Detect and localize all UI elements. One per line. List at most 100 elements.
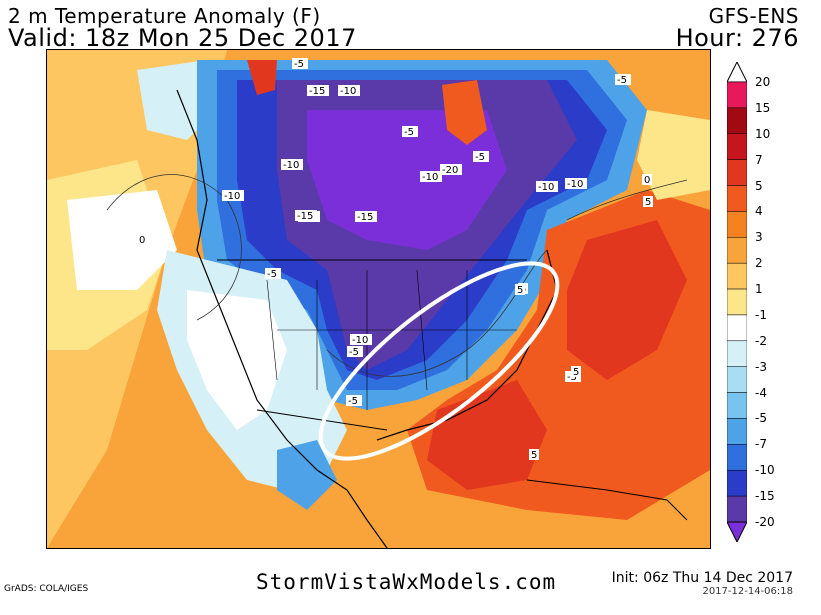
legend-label: -3 [755, 359, 767, 374]
svg-text:-15: -15 [297, 211, 313, 222]
legend-cell [727, 107, 747, 135]
gulf-red [427, 380, 547, 490]
svg-text:-10: -10 [224, 191, 240, 202]
svg-text:-5: -5 [475, 152, 485, 163]
legend-label: -20 [755, 515, 775, 529]
svg-text:-10: -10 [538, 182, 554, 193]
legend-cell [727, 185, 747, 212]
contour-label: -10 [222, 190, 244, 202]
svg-text:-5: -5 [349, 347, 359, 358]
legend-cell [727, 314, 747, 342]
legend-label: -5 [755, 411, 767, 426]
svg-text:-15: -15 [309, 86, 325, 97]
contour-label: -15 [307, 85, 329, 97]
model-name: GFS-ENS [708, 4, 799, 28]
svg-text:-10: -10 [340, 86, 356, 97]
contour-label: 0 [137, 234, 147, 246]
legend-cell [727, 211, 747, 238]
contour-zero-east [566, 179, 688, 221]
svg-text:-5: -5 [348, 396, 358, 407]
contour-label: -5 [346, 395, 362, 407]
west-coastline [176, 89, 388, 548]
svg-text:5: 5 [531, 450, 537, 461]
svg-text:5: 5 [517, 285, 523, 296]
legend-label: 1 [755, 282, 763, 297]
legend-cell [727, 133, 747, 160]
west-white [187, 290, 287, 430]
legend-label: 10 [755, 126, 771, 141]
contour-label: 5 [529, 449, 539, 461]
legend-cell [727, 392, 747, 419]
pacific-white [67, 190, 177, 290]
svg-text:5: 5 [573, 367, 579, 378]
legend-cell [727, 81, 747, 109]
legend-label: -2 [755, 333, 767, 348]
contour-label: -10 [420, 171, 442, 183]
contour-label: 5 [643, 196, 653, 208]
caribbean-outline [526, 479, 688, 521]
svg-text:-10: -10 [567, 179, 583, 190]
mexico-blue [277, 440, 337, 510]
svg-text:0: 0 [139, 235, 145, 246]
svg-text:-5: -5 [294, 59, 304, 70]
legend-label: 4 [755, 204, 763, 219]
contour-label: -5 [265, 268, 281, 280]
legend-cell [727, 159, 747, 186]
legend-label: -7 [755, 437, 767, 452]
legend-label: 20 [755, 75, 771, 89]
legend-label: 5 [755, 178, 763, 193]
svg-text:-5: -5 [617, 75, 627, 86]
svg-text:-10: -10 [422, 172, 438, 183]
legend-label: -1 [755, 307, 767, 322]
contour-label: -5 [402, 126, 418, 138]
svg-text:-20: -20 [442, 165, 458, 176]
svg-text:-10: -10 [283, 160, 299, 171]
legend-bottom-arrow [727, 521, 747, 542]
highlight-ellipse [318, 261, 560, 461]
legend-cell [727, 418, 747, 445]
legend-label: 3 [755, 230, 763, 245]
contour-label: -10 [565, 178, 587, 190]
init-time: Init: 06z Thu 14 Dec 2017 [611, 570, 793, 586]
contour-label: 0 [642, 174, 652, 186]
contour-label: -10 [281, 159, 303, 171]
legend-cell [727, 237, 747, 264]
svg-text:5: 5 [645, 197, 651, 208]
timestamp: 2017-12-14-06:18 [702, 586, 793, 597]
legend-label: -15 [755, 489, 775, 504]
legend-cell [727, 469, 747, 497]
legend-cell [727, 444, 747, 471]
greenland-yellow [637, 110, 710, 200]
svg-text:-10: -10 [352, 335, 368, 346]
contour-label: 5 [571, 366, 581, 378]
contour-label: -5 [615, 74, 631, 86]
legend-cell [727, 262, 747, 290]
map-title: 2 m Temperature Anomaly (F) [8, 4, 321, 28]
svg-text:-5: -5 [567, 372, 577, 383]
contour-label: -15 [295, 210, 317, 222]
legend-label: -4 [755, 385, 767, 400]
contour-label: 5 [515, 284, 525, 296]
contour-label: -5 [347, 346, 363, 358]
legend-label: -10 [755, 463, 775, 478]
legend-label: 7 [755, 152, 763, 167]
contour-label: -10 [350, 334, 372, 346]
legend-top-arrow [727, 62, 747, 83]
legend-label: 15 [755, 100, 771, 115]
contour-label: -10 [338, 85, 360, 97]
svg-text:-15: -15 [357, 212, 373, 223]
legend-cell [727, 340, 747, 367]
contour-label: -15 [355, 211, 377, 223]
legend-cell [727, 366, 747, 393]
legend-cell [727, 495, 747, 523]
contour-label: -20 [440, 164, 462, 176]
legend-cell [727, 288, 747, 316]
legend-label: 2 [755, 256, 763, 271]
anomaly-map: -5-15-10-5-10-20-10-5-5-15-10-10-15-15-1… [46, 49, 711, 549]
site-link[interactable]: StormVistaWxModels.com [256, 570, 557, 594]
grads-credit: GrADS: COLA/IGES [4, 584, 89, 594]
map-canvas: -5-15-10-5-10-20-10-5-5-15-10-10-15-15-1… [47, 50, 710, 548]
contour-label: -10 [536, 181, 558, 193]
contour-label: -5 [292, 58, 308, 70]
forecast-hour: Hour: 276 [675, 24, 799, 52]
